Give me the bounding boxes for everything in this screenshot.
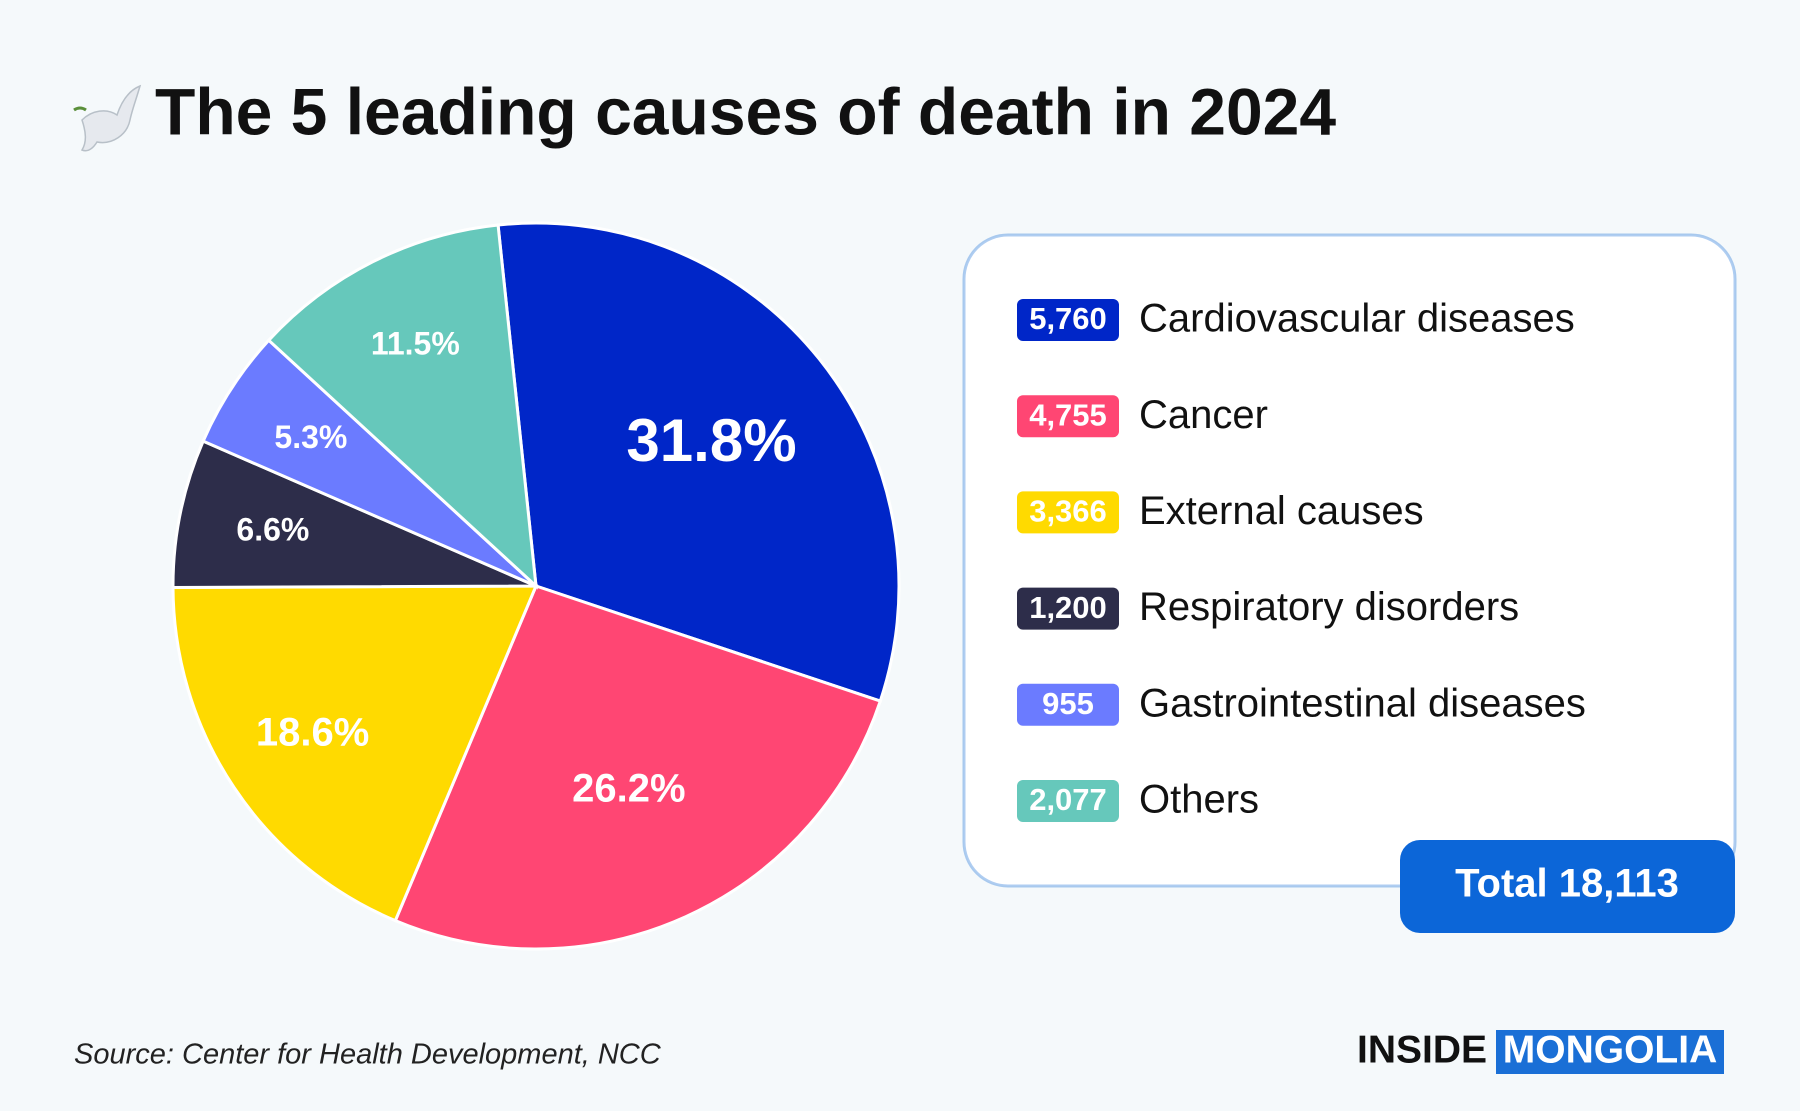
count-label: 4,755 (1029, 397, 1107, 432)
count-badge (1017, 395, 1119, 438)
dove-icon (73, 84, 142, 152)
count-label: 2,077 (1029, 782, 1107, 817)
count-badge (1017, 299, 1119, 341)
slice-label: 6.6% (236, 511, 309, 547)
legend-label: Cancer (1139, 393, 1268, 437)
legend-label: Cardiovascular diseases (1139, 297, 1575, 341)
pie-slice (496, 221, 901, 703)
source: Source: Center for Health Development, N… (74, 1039, 662, 1071)
legend: 5,760 Cardiovascular diseases 4,755 Cancer 3… (1017, 297, 1586, 822)
legend-label: Gastrointestinal diseases (1139, 681, 1586, 725)
slice-label: 26.2% (572, 767, 685, 811)
count-label: 3,366 (1029, 494, 1107, 529)
legend-label: Others (1139, 778, 1259, 822)
pie: 31.8% 26.2% 18.6% 6.6% 5.3% 11.5% (171, 221, 901, 951)
brand-bg (1496, 1030, 1724, 1074)
pie-slice (171, 439, 537, 590)
legend-label: Respiratory disorders (1139, 585, 1519, 629)
count-badge (1017, 587, 1119, 630)
count-badge (1017, 780, 1119, 822)
brand-inside: INSIDE (1357, 1028, 1487, 1071)
legend-label: External causes (1139, 489, 1424, 533)
total-badge (1400, 840, 1735, 933)
pie-slice (393, 584, 883, 951)
pie-slice (266, 223, 538, 590)
brand-mongolia: MONGOLIA (1503, 1028, 1717, 1071)
count-label: 5,760 (1029, 301, 1107, 336)
legend-box (962, 233, 1737, 888)
total-label: Total 18,113 (1455, 862, 1679, 906)
slice-label: 18.6% (256, 711, 369, 755)
count-label: 1,200 (1029, 590, 1107, 625)
slice-label: 11.5% (371, 325, 460, 361)
slice-label: 5.3% (274, 419, 347, 455)
count-badge (1017, 491, 1119, 534)
count-label: 955 (1042, 686, 1094, 721)
pie-slice (171, 584, 539, 923)
chart-title: The 5 leading causes of death in 2024 (155, 74, 1336, 148)
count-badge (1017, 683, 1119, 726)
slice-label: 31.8% (626, 407, 796, 474)
